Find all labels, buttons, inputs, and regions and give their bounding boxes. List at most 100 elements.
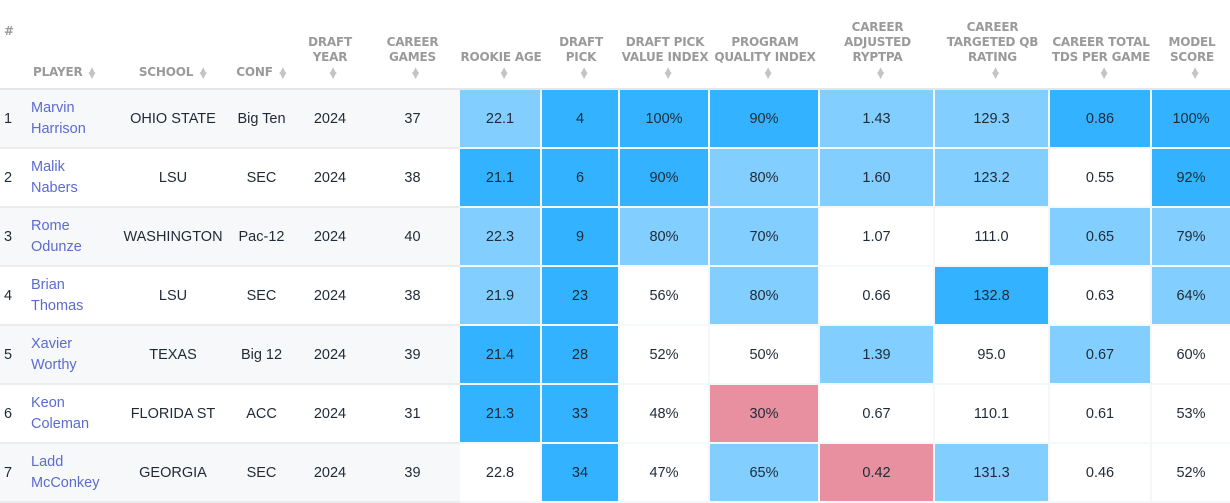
- draft-pick-cell: 33: [542, 385, 620, 444]
- column-header-draft-pick[interactable]: DRAFT PICK ▲ ▼: [542, 0, 620, 90]
- draft-pick-cell: 34: [542, 444, 620, 503]
- school-cell: FLORIDA ST: [118, 385, 228, 444]
- player-link[interactable]: Rome Odunze: [31, 216, 118, 258]
- column-header-model-score[interactable]: MODEL SCORE ▲ ▼: [1152, 0, 1230, 90]
- rank-cell: 2: [0, 149, 25, 208]
- pqi-cell: 65%: [710, 444, 820, 503]
- draft-year-cell: 2024: [295, 385, 365, 444]
- column-header-conf[interactable]: CONF ▲ ▼: [228, 0, 295, 90]
- career-games-cell: 31: [365, 385, 460, 444]
- sort-icon[interactable]: ▲ ▼: [412, 66, 419, 81]
- player-last-name: Worthy: [31, 356, 77, 373]
- sort-icon[interactable]: ▲ ▼: [1191, 66, 1199, 81]
- rookie-age-cell: 21.4: [460, 326, 542, 385]
- qb-rating-cell: 131.3: [935, 444, 1050, 503]
- sort-icon[interactable]: ▲ ▼: [877, 66, 884, 81]
- column-header-label: MODEL SCORE: [1168, 35, 1216, 64]
- pqi-cell: 50%: [710, 326, 820, 385]
- column-header-ryptpa[interactable]: CAREER ADJUSTED RYPTPA ▲ ▼: [820, 0, 935, 90]
- player-cell: Rome Odunze: [25, 208, 118, 267]
- sort-icon[interactable]: ▲ ▼: [580, 66, 588, 81]
- column-header-qb-rating[interactable]: CAREER TARGETED QB RATING ▲ ▼: [935, 0, 1050, 90]
- player-last-name: Coleman: [31, 415, 90, 432]
- column-header-player[interactable]: PLAYER ▲ ▼: [25, 0, 118, 90]
- draft-year-cell: 2024: [295, 326, 365, 385]
- column-header-rank: #: [0, 0, 25, 90]
- sort-icon[interactable]: ▲ ▼: [664, 66, 672, 81]
- conf-cell: Big 12: [228, 326, 295, 385]
- table-row[interactable]: 2 Malik Nabers LSU SEC 2024 38 21.1 6 90% 80% 1.60 1…: [0, 149, 1230, 208]
- column-header-label: SCHOOL: [138, 65, 194, 79]
- column-header-draft-year[interactable]: DRAFT YEAR ▲ ▼: [295, 0, 365, 90]
- table-row[interactable]: 5 Xavier Worthy TEXAS Big 12 2024 39 21.4 28 52% 5…: [0, 326, 1230, 385]
- table-row[interactable]: 6 Keon Coleman FLORIDA ST ACC 2024 31 21.3 33 48%…: [0, 385, 1230, 444]
- conf-cell: Big Ten: [228, 90, 295, 149]
- sort-icon[interactable]: ▲ ▼: [992, 66, 999, 81]
- draft-year-cell: 2024: [295, 208, 365, 267]
- ryptpa-cell: 1.60: [820, 149, 935, 208]
- rookie-age-cell: 22.8: [460, 444, 542, 503]
- tds-pg-cell: 0.86: [1050, 90, 1152, 149]
- column-header-dpvi[interactable]: DRAFT PICK VALUE INDEX ▲ ▼: [620, 0, 710, 90]
- table-row[interactable]: 3 Rome Odunze WASHINGTON Pac-12 2024 40 22.3 9 80…: [0, 208, 1230, 267]
- school-cell: OHIO STATE: [118, 90, 228, 149]
- rank-cell: 1: [0, 90, 25, 149]
- player-first-name: Marvin: [31, 99, 75, 116]
- sort-icon[interactable]: ▲ ▼: [329, 66, 337, 81]
- sort-icon[interactable]: ▲ ▼: [279, 66, 287, 81]
- player-last-name: Nabers: [31, 179, 78, 196]
- column-header-rookie-age[interactable]: ROOKIE AGE ▲ ▼: [460, 0, 542, 90]
- draft-year-cell: 2024: [295, 444, 365, 503]
- column-header-pqi[interactable]: PROGRAM QUALITY INDEX ▲ ▼: [710, 0, 820, 90]
- rank-cell: 3: [0, 208, 25, 267]
- dpvi-cell: 90%: [620, 149, 710, 208]
- dpvi-cell: 52%: [620, 326, 710, 385]
- player-first-name: Brian: [31, 276, 65, 293]
- model-score-cell: 100%: [1152, 90, 1230, 149]
- qb-rating-cell: 123.2: [935, 149, 1050, 208]
- ryptpa-cell: 0.67: [820, 385, 935, 444]
- player-link[interactable]: Keon Coleman: [31, 393, 118, 435]
- player-cell: Malik Nabers: [25, 149, 118, 208]
- column-header-tds-pg[interactable]: CAREER TOTAL TDS PER GAME ▲ ▼: [1050, 0, 1152, 90]
- rookie-age-cell: 21.1: [460, 149, 542, 208]
- draft-year-cell: 2024: [295, 90, 365, 149]
- rank-cell: 5: [0, 326, 25, 385]
- column-header-label: PROGRAM QUALITY INDEX: [714, 35, 816, 64]
- player-link[interactable]: Brian Thomas: [31, 275, 118, 317]
- qb-rating-cell: 129.3: [935, 90, 1050, 149]
- column-header-label: #: [4, 24, 14, 38]
- player-link[interactable]: Ladd McConkey: [31, 452, 118, 494]
- draft-pick-cell: 4: [542, 90, 620, 149]
- player-cell: Keon Coleman: [25, 385, 118, 444]
- model-score-cell: 60%: [1152, 326, 1230, 385]
- table-row[interactable]: 7 Ladd McConkey GEORGIA SEC 2024 39 22.8 34 47% 65…: [0, 444, 1230, 503]
- sort-icon[interactable]: ▲ ▼: [1100, 66, 1108, 81]
- sort-icon[interactable]: ▲ ▼: [764, 66, 772, 81]
- player-first-name: Malik: [31, 158, 65, 175]
- player-link[interactable]: Xavier Worthy: [31, 334, 118, 376]
- rookie-age-cell: 21.9: [460, 267, 542, 326]
- sort-icon[interactable]: ▲ ▼: [500, 66, 508, 81]
- column-header-school[interactable]: SCHOOL ▲ ▼: [118, 0, 228, 90]
- dpvi-cell: 80%: [620, 208, 710, 267]
- column-header-career-games[interactable]: CAREER GAMES ▲ ▼: [365, 0, 460, 90]
- player-last-name: McConkey: [31, 474, 100, 491]
- sort-icon[interactable]: ▲ ▼: [88, 66, 96, 81]
- draft-pick-cell: 28: [542, 326, 620, 385]
- column-header-label: CAREER GAMES: [386, 35, 439, 64]
- school-cell: LSU: [118, 267, 228, 326]
- player-link[interactable]: Marvin Harrison: [31, 98, 118, 140]
- conf-cell: SEC: [228, 267, 295, 326]
- career-games-cell: 39: [365, 444, 460, 503]
- sort-icon[interactable]: ▲ ▼: [199, 66, 207, 81]
- column-header-label: DRAFT PICK VALUE INDEX: [621, 35, 709, 64]
- table-row[interactable]: 4 Brian Thomas LSU SEC 2024 38 21.9 23 56% 80% 0.66…: [0, 267, 1230, 326]
- conf-cell: Pac-12: [228, 208, 295, 267]
- career-games-cell: 40: [365, 208, 460, 267]
- career-games-cell: 38: [365, 149, 460, 208]
- column-header-label: CONF: [236, 65, 273, 79]
- player-link[interactable]: Malik Nabers: [31, 157, 118, 199]
- table-row[interactable]: 1 Marvin Harrison OHIO STATE Big Ten 2024 37 22…: [0, 90, 1230, 149]
